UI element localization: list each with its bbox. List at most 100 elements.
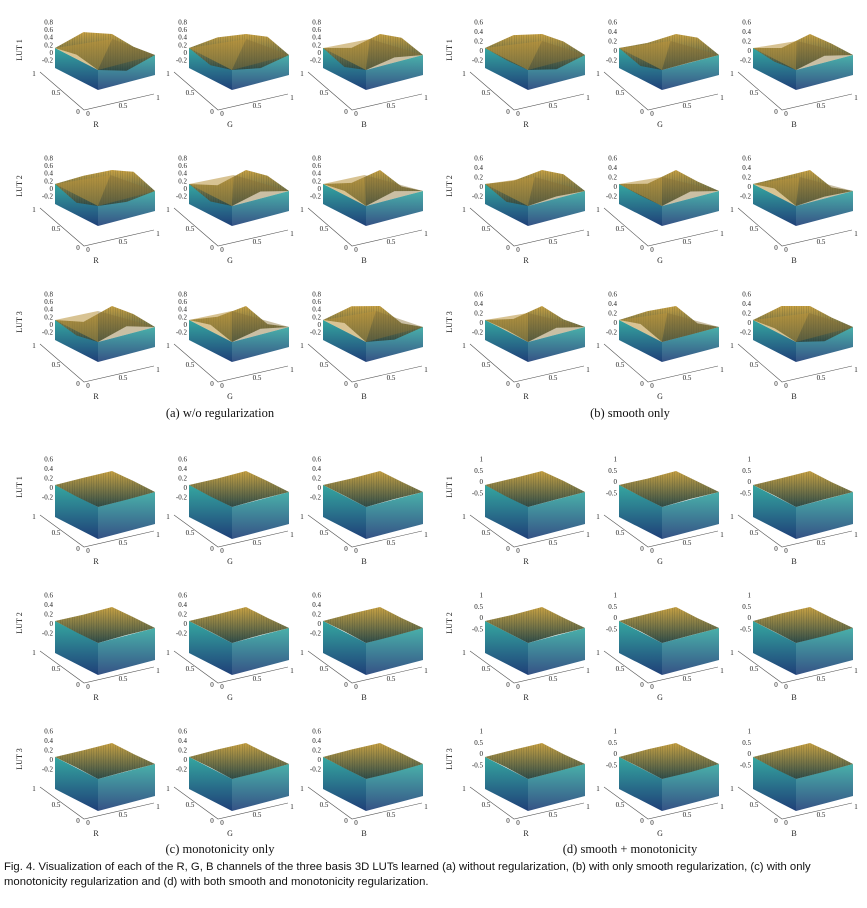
- x-tick-label: 0: [774, 545, 778, 553]
- surface-side: [323, 184, 366, 226]
- surface-peak: [528, 313, 585, 342]
- z-tick-label: 0.2: [44, 177, 53, 185]
- panel-a: LUT 10.80.60.40.20-0.210.50 00.51R0.80.60…: [15, 19, 428, 402]
- surface-mesh: [189, 743, 289, 779]
- z-tick-label: 1: [480, 592, 484, 600]
- y-tick-label: 0.5: [549, 374, 558, 382]
- floor-axes: [307, 786, 423, 820]
- z-tick-label: 0: [614, 750, 618, 758]
- lut-plot-c-1-b: 0.60.40.20-0.210.50 00.51B: [300, 456, 428, 567]
- z-tick-label: 0.2: [742, 38, 751, 46]
- surface-peak: [796, 41, 853, 70]
- row-label: LUT 2: [15, 612, 24, 633]
- surface-peak: [753, 177, 800, 206]
- x-tick-label: 1: [300, 70, 304, 78]
- surface-side: [189, 320, 232, 362]
- y-tick-label: 0: [220, 819, 224, 827]
- lut-plot-c-2-r: LUT 20.60.40.20-0.210.50 00.51R: [15, 592, 160, 703]
- floor-axes: [307, 207, 423, 247]
- z-tick-label: 0.4: [474, 164, 483, 172]
- surface-peak: [323, 311, 376, 342]
- y-tick-label: 0: [650, 382, 654, 390]
- x-tick-label: 1: [32, 785, 36, 793]
- y-tick-label: 1: [424, 667, 428, 675]
- x-tick-label: 0: [506, 681, 510, 689]
- figure-caption: Fig. 4. Visualization of each of the R, …: [4, 861, 811, 888]
- surface-side: [366, 55, 423, 90]
- surface-side: [528, 764, 585, 811]
- panel-b-caption: (b) smooth only: [590, 406, 670, 420]
- x-tick-label: 1: [300, 513, 304, 521]
- lut-plot-d-2-r: LUT 210.50-0.510.50 00.51R: [445, 592, 590, 703]
- z-tick-label: 0.4: [178, 601, 187, 609]
- channel-label: R: [523, 693, 529, 702]
- surface-side: [55, 485, 98, 539]
- z-tick-label: 0: [184, 185, 188, 193]
- x-tick-label: 1: [730, 785, 734, 793]
- lut-plot-a-2-r: LUT 20.80.60.40.20-0.210.50 00.51R: [15, 155, 160, 266]
- z-tick-label: 0.8: [312, 19, 321, 27]
- lut-plot-b-2-g: 0.60.40.20-0.210.50 00.51G: [596, 155, 724, 266]
- z-tick-label: 0.2: [742, 174, 751, 182]
- surface-mesh: [485, 471, 585, 507]
- z-tick-label: -0.5: [740, 490, 752, 498]
- y-tick-label: 1: [586, 94, 590, 102]
- y-tick-label: 1: [854, 94, 858, 102]
- surface-side: [528, 327, 585, 362]
- surface-side: [619, 485, 662, 539]
- y-tick-label: 0: [784, 382, 788, 390]
- y-tick-label: 0.5: [683, 539, 692, 547]
- x-tick-label: 0: [640, 545, 644, 553]
- surface-side: [232, 628, 289, 675]
- z-tick-label: -0.2: [740, 57, 752, 65]
- z-tick-label: 0.2: [608, 174, 617, 182]
- z-tick-label: 0.4: [312, 34, 321, 42]
- lut-plot-a-1-r: LUT 10.80.60.40.20-0.210.50 00.51R: [15, 19, 160, 130]
- surface-peak: [98, 175, 155, 206]
- x-tick-label: 0: [506, 244, 510, 252]
- x-tick-label: 1: [300, 342, 304, 350]
- x-tick-label: 0.5: [616, 89, 625, 97]
- floor-axes: [469, 650, 585, 684]
- x-tick-label: 1: [462, 649, 466, 657]
- x-tick-label: 0.5: [750, 225, 759, 233]
- y-tick-label: 0.5: [817, 238, 826, 246]
- z-tick-label: 0: [748, 750, 752, 758]
- x-tick-label: 0.5: [320, 361, 329, 369]
- z-tick-label: 0: [480, 478, 484, 486]
- surface-mesh: [323, 306, 423, 342]
- x-tick-label: 1: [300, 206, 304, 214]
- y-tick-label: 0.5: [387, 102, 396, 110]
- z-tick-label: 0.5: [608, 467, 617, 475]
- z-tick-label: 0.4: [44, 465, 53, 473]
- x-tick-label: 0.5: [52, 89, 61, 97]
- z-tick-label: 0.6: [312, 728, 321, 736]
- x-tick-label: 0.5: [750, 89, 759, 97]
- y-tick-label: 0.5: [119, 811, 128, 819]
- y-tick-label: 1: [290, 230, 294, 238]
- x-tick-label: 1: [32, 206, 36, 214]
- y-tick-label: 0.5: [387, 675, 396, 683]
- floor-axes: [39, 786, 155, 820]
- x-tick-label: 1: [596, 206, 600, 214]
- z-tick-label: -0.5: [472, 490, 484, 498]
- surface-side: [98, 55, 155, 90]
- x-tick-label: 0.5: [750, 361, 759, 369]
- z-tick-label: 0.5: [742, 739, 751, 747]
- y-tick-label: 0.5: [387, 811, 396, 819]
- z-tick-label: -0.2: [606, 193, 618, 201]
- z-tick-label: -0.2: [310, 494, 322, 502]
- surface-side: [366, 628, 423, 675]
- x-tick-label: 0: [506, 108, 510, 116]
- x-tick-label: 0: [210, 380, 214, 388]
- channel-label: B: [791, 829, 796, 838]
- y-tick-label: 0: [354, 382, 358, 390]
- x-tick-label: 0: [210, 545, 214, 553]
- lut-plot-a-1-g: 0.80.60.40.20-0.210.50 00.51G: [166, 19, 294, 130]
- x-tick-label: 1: [730, 513, 734, 521]
- z-tick-label: 0.4: [742, 300, 751, 308]
- floor-axes: [603, 71, 719, 111]
- y-tick-label: 0.5: [683, 675, 692, 683]
- z-tick-label: 1: [614, 728, 618, 736]
- y-tick-label: 0.5: [119, 675, 128, 683]
